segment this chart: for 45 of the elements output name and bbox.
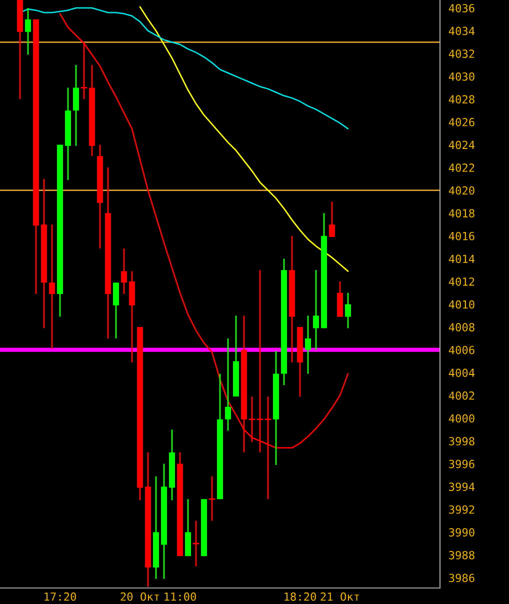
y-tick-label: 4026 [448,118,474,126]
candlestick [313,269,319,351]
x-tick-label: 20 Окт [120,592,159,601]
y-tick-label: 4024 [448,140,475,150]
candlestick [337,280,343,318]
candlestick [305,314,311,374]
candlestick [121,248,127,295]
y-tick-label: 4008 [448,323,474,332]
y-tick-label: 4006 [448,346,474,354]
y-tick-label: 4034 [448,26,475,36]
y-tick-label: 3994 [449,482,475,491]
y-tick-label: 4002 [448,391,474,400]
line-series [139,6,349,272]
y-tick-label: 4004 [448,368,475,378]
y-tick-label: 4022 [448,164,474,172]
candlestick [345,292,351,329]
y-tick-label: 3996 [449,460,474,468]
y-tick-label: 4014 [448,254,475,264]
candlestick [73,64,79,147]
candlestick [129,270,135,364]
y-tick-label: 4028 [448,95,474,104]
y-tick-label: 4020 [448,186,474,195]
y-tick-label: 4018 [448,209,474,218]
y-tick-label: 4036 [448,4,474,12]
y-tick-label: 3998 [449,437,474,446]
candlestick [113,282,119,340]
y-tick-label: 3986 [449,574,474,582]
y-tick-label: 4016 [448,232,474,240]
candlestick [49,224,55,350]
x-tick-label: 21 Окт [320,592,359,601]
y-tick-label: 3988 [449,550,474,560]
y-tick-label: 4000 [448,414,474,423]
y-tick-label: 4012 [448,277,474,286]
candlestick [25,7,31,56]
y-tick-label: 3992 [449,505,474,514]
y-tick-label: 4010 [448,300,474,309]
x-tick-label: 18:20 [284,592,316,601]
x-tick-label: 17:20 [44,592,76,601]
y-tick-label: 4030 [448,72,474,81]
candlestick [225,338,231,432]
x-tick-label: 11:00 [164,592,196,601]
y-tick-label: 3990 [449,528,474,537]
y-tick-label: 4032 [448,50,474,58]
candlestick [185,498,191,557]
candlestick [329,201,335,238]
